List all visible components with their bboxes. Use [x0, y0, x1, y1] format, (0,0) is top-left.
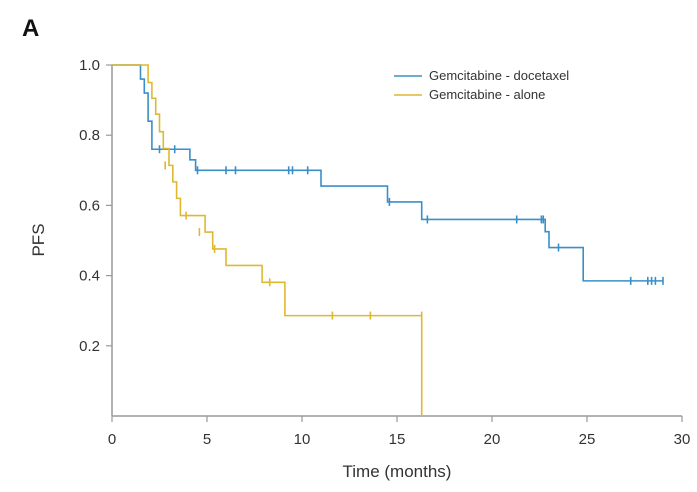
ticks: 0 5 10 15 20 25 30 0.2 0.4 0.6 0.8 1.0 [79, 57, 690, 448]
y-axis-title: PFS [29, 223, 48, 256]
x-axis-title: Time (months) [343, 462, 452, 481]
panel-label: A [22, 15, 39, 42]
x-tick-label: 20 [484, 431, 501, 448]
x-tick-label: 5 [203, 431, 211, 448]
y-tick-label: 1.0 [79, 57, 100, 74]
legend: Gemcitabine - docetaxel Gemcitabine - al… [394, 68, 569, 102]
axes [111, 65, 682, 417]
x-tick-label: 15 [389, 431, 406, 448]
legend-label-0: Gemcitabine - docetaxel [429, 68, 569, 83]
legend-label-1: Gemcitabine - alone [429, 87, 545, 102]
y-tick-label: 0.6 [79, 197, 100, 214]
series-group [112, 64, 664, 416]
x-tick-label: 0 [108, 431, 116, 448]
y-tick-label: 0.4 [79, 268, 100, 285]
y-tick-label: 0.8 [79, 127, 100, 144]
x-tick-label: 25 [579, 431, 596, 448]
x-tick-label: 30 [674, 431, 691, 448]
series-line-1 [112, 64, 423, 416]
x-tick-label: 10 [294, 431, 311, 448]
series-line-0 [112, 64, 663, 282]
y-tick-label: 0.2 [79, 338, 100, 355]
